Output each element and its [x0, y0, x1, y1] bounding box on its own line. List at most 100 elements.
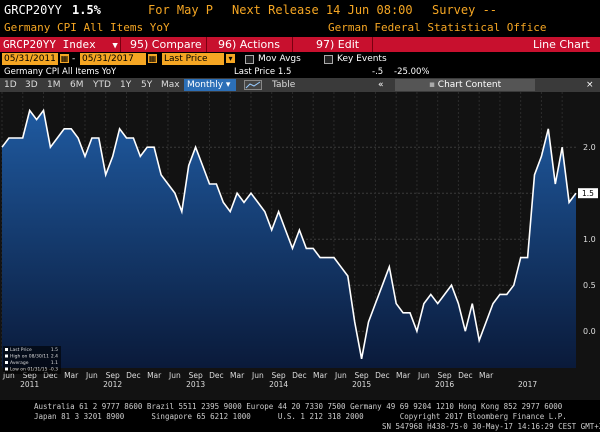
actions-button[interactable]: 96) Actions	[218, 38, 280, 51]
legend-item: High on 08/30/11	[10, 354, 49, 360]
range-1y[interactable]: 1Y	[120, 80, 132, 90]
y-tick-label: 0.0	[583, 327, 596, 336]
close-icon[interactable]: ×	[586, 80, 594, 90]
chart-content-panel[interactable]: ▪ Chart Content	[395, 79, 535, 91]
series-desc-small: Germany CPI All Items YoY	[4, 67, 117, 77]
description-bar: Germany CPI All Items YoY German Federal…	[0, 20, 600, 36]
x-year-label: 2017	[518, 380, 537, 389]
index-field[interactable]: GRCP20YY Index ▼	[0, 37, 121, 52]
key-events-label: Key Events	[337, 54, 387, 64]
y-axis: 2.01.51.00.50.01.5	[578, 143, 598, 336]
legend-item: Average	[10, 360, 29, 366]
x-axis: Jun Sep Dec Mar Jun Sep Dec Mar Jun Sep Dec Mar Jun S…	[2, 371, 537, 389]
x-tick-label: Dec	[43, 371, 58, 380]
range-6m[interactable]: 6M	[70, 80, 84, 90]
x-year-label: 2012	[103, 380, 122, 389]
x-tick-label: Sep	[355, 371, 369, 380]
compare-button[interactable]: 95) Compare	[130, 38, 202, 51]
x-tick-label: Jun	[168, 371, 181, 380]
range-max[interactable]: Max	[161, 80, 180, 90]
mov-avgs-checkbox[interactable]	[245, 55, 254, 64]
start-date-input[interactable]: 05/31/2011	[2, 53, 58, 65]
calendar-icon[interactable]: ▦	[148, 54, 157, 63]
range-1d[interactable]: 1D	[4, 80, 17, 90]
x-tick-label: Dec	[375, 371, 390, 380]
x-year-label: 2016	[435, 380, 454, 389]
x-tick-label: Mar	[147, 371, 162, 380]
x-tick-label: Jun	[85, 371, 98, 380]
edit-button[interactable]: 97) Edit	[316, 38, 360, 51]
x-tick-label: Dec	[292, 371, 307, 380]
legend-swatch	[5, 354, 8, 358]
x-tick-label: Mar	[230, 371, 245, 380]
chevron-down-icon[interactable]: ▾	[226, 54, 235, 63]
x-tick-label: Mar	[313, 371, 328, 380]
mov-avgs-label: Mov Avgs	[258, 54, 301, 64]
x-tick-label: Sep	[272, 371, 286, 380]
last-price-marker-label: 1.5	[582, 189, 594, 198]
footer-line-2: Japan 81 3 3201 8900 Singapore 65 6212 1…	[34, 412, 567, 421]
end-date-input[interactable]: 05/31/2017	[80, 53, 146, 65]
x-tick-label: Mar	[64, 371, 79, 380]
line-chart-icon[interactable]	[244, 80, 262, 90]
subheader: Germany CPI All Items YoY Last Price 1.5…	[0, 66, 600, 78]
toolbar: 1D 3D 1M 6M YTD 1Y 5Y Max Monthly ▾ Tabl…	[0, 78, 600, 92]
legend-box	[3, 346, 61, 374]
footer-line-3: SN 547968 H438-75-0 30-May-17 14:16:29 C…	[382, 422, 600, 431]
legend-item: Last Price	[10, 347, 32, 353]
legend-swatch	[5, 361, 8, 364]
footer-line-1: Australia 61 2 9777 8600 Brazil 5511 239…	[34, 402, 563, 411]
x-tick-label: Sep	[189, 371, 203, 380]
change-value: -.5	[372, 67, 384, 77]
x-tick-label: Sep	[23, 371, 37, 380]
legend-swatch	[5, 367, 8, 371]
x-tick-label: Dec	[458, 371, 473, 380]
x-tick-label: Jun	[417, 371, 430, 380]
legend-value: 2.4	[51, 354, 58, 360]
chevron-down-icon[interactable]: ▼	[112, 41, 118, 51]
series-line	[1, 108, 577, 359]
data-source: German Federal Statistical Office	[328, 21, 547, 34]
y-tick-label: 0.5	[583, 281, 596, 290]
x-tick-label: Jun	[251, 371, 264, 380]
range-ytd[interactable]: YTD	[93, 80, 111, 90]
ticker-symbol[interactable]: GRCP20YY	[4, 3, 62, 17]
chart-type-label[interactable]: Line Chart	[533, 38, 590, 51]
x-tick-label: Dec	[126, 371, 141, 380]
x-year-label: 2015	[352, 380, 371, 389]
x-tick-label: Sep	[438, 371, 452, 380]
x-year-label: 2011	[20, 380, 39, 389]
change-percent: -25.00%	[394, 67, 430, 77]
price-field-select[interactable]: Last Price	[162, 53, 224, 65]
x-tick-label: Mar	[479, 371, 494, 380]
controls-bar: 05/31/2011 ▦ - 05/31/2017 ▦ Last Price ▾…	[0, 52, 600, 66]
legend-swatch	[5, 348, 8, 351]
y-tick-label: 1.0	[583, 235, 596, 244]
footer: Australia 61 2 9777 8600 Brazil 5511 239…	[0, 400, 600, 432]
key-events-checkbox[interactable]	[324, 55, 333, 64]
calendar-icon[interactable]: ▦	[60, 54, 69, 63]
survey: Survey --	[432, 3, 498, 17]
x-tick-label: Dec	[209, 371, 224, 380]
range-3d[interactable]: 3D	[25, 80, 38, 90]
period-select[interactable]: Monthly ▾	[184, 79, 236, 91]
series-description: Germany CPI All Items YoY	[4, 21, 170, 34]
for-period: For May P	[148, 3, 214, 17]
index-field-text: GRCP20YY Index	[3, 38, 96, 51]
table-button[interactable]: Table	[272, 80, 296, 90]
range-5y[interactable]: 5Y	[141, 80, 153, 90]
x-tick-label: Jun	[2, 371, 15, 380]
x-tick-label: Sep	[106, 371, 120, 380]
legend-value: 1.1	[51, 360, 58, 366]
double-chevron-left-icon[interactable]: «	[378, 80, 384, 90]
x-year-label: 2014	[269, 380, 288, 389]
x-tick-label: Jun	[334, 371, 347, 380]
menu-bar: GRCP20YY Index ▼ 95) Compare 96) Actions…	[0, 37, 600, 52]
x-year-label: 2013	[186, 380, 205, 389]
legend-value: 1.5	[51, 347, 58, 353]
range-1m[interactable]: 1M	[47, 80, 61, 90]
cpi-area-chart: 2.0 1.5 1.0 0.5 0.0 1.5 Jun Sep Dec Mar Jun Sep Dec…	[0, 92, 600, 400]
ticker-price: 1.5%	[72, 3, 101, 17]
legend-item: Low on 01/31/15	[10, 367, 48, 373]
